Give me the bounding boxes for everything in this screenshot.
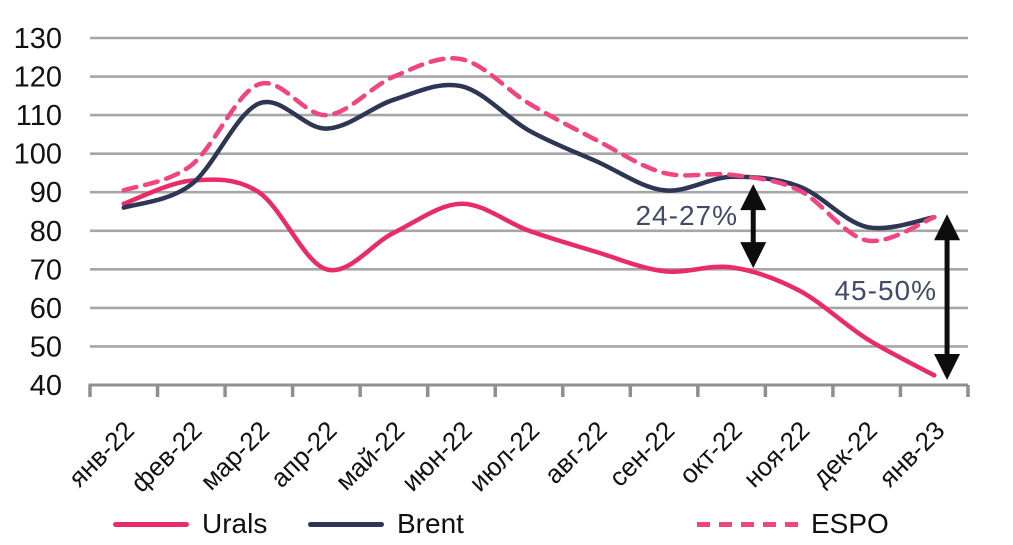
svg-text:окт-22: окт-22 <box>673 415 748 490</box>
y-axis-labels: 40 50 60 70 80 90 100 110 120 130 <box>14 23 62 402</box>
gridlines <box>90 36 968 348</box>
svg-text:янв-23: янв-23 <box>873 415 951 493</box>
urals-line-swatch-icon <box>113 521 189 527</box>
svg-text:40: 40 <box>30 370 62 402</box>
annotation-discount-oct-nov: 24-27% <box>635 200 738 231</box>
svg-text:110: 110 <box>16 100 62 132</box>
legend-label-brent: Brent <box>397 508 464 539</box>
svg-text:сен-22: сен-22 <box>603 415 680 492</box>
annotation-discount-jan23: 45-50% <box>834 275 937 306</box>
legend: Urals Brent ESPO <box>0 506 1013 544</box>
svg-text:ноя-22: ноя-22 <box>737 415 815 493</box>
legend-item-urals: Urals <box>113 506 267 542</box>
svg-text:фев-22: фев-22 <box>125 415 208 498</box>
svg-text:70: 70 <box>30 254 62 286</box>
brent-line-swatch-icon <box>308 521 384 527</box>
legend-item-espo: ESPO <box>697 506 889 542</box>
svg-text:авг-22: авг-22 <box>538 415 612 489</box>
svg-text:мар-22: мар-22 <box>194 415 275 496</box>
series-brent-line <box>121 82 937 231</box>
series-urals-line <box>121 177 937 378</box>
x-axis-labels: янв-22фев-22мар-22апр-22май-22июн-22июл-… <box>62 415 950 498</box>
svg-text:май-22: май-22 <box>329 415 410 496</box>
svg-text:130: 130 <box>14 23 62 55</box>
legend-item-brent: Brent <box>308 506 464 542</box>
series-espo-line <box>121 56 937 244</box>
svg-text:80: 80 <box>30 216 62 248</box>
svg-text:июл-22: июл-22 <box>463 415 545 497</box>
x-axis <box>88 383 970 397</box>
spread-arrow-1 <box>740 184 767 269</box>
svg-text:июн-22: июн-22 <box>396 415 478 497</box>
svg-text:100: 100 <box>14 139 62 171</box>
svg-text:60: 60 <box>30 293 62 325</box>
espo-dashed-swatch-icon <box>697 521 798 527</box>
legend-label-espo: ESPO <box>811 508 889 539</box>
svg-text:120: 120 <box>14 62 62 94</box>
legend-label-urals: Urals <box>202 508 268 539</box>
spread-arrow-2 <box>934 214 961 380</box>
svg-text:50: 50 <box>30 331 62 363</box>
svg-text:апр-22: апр-22 <box>264 415 342 493</box>
svg-text:90: 90 <box>30 177 62 209</box>
svg-text:дек-22: дек-22 <box>806 415 883 492</box>
